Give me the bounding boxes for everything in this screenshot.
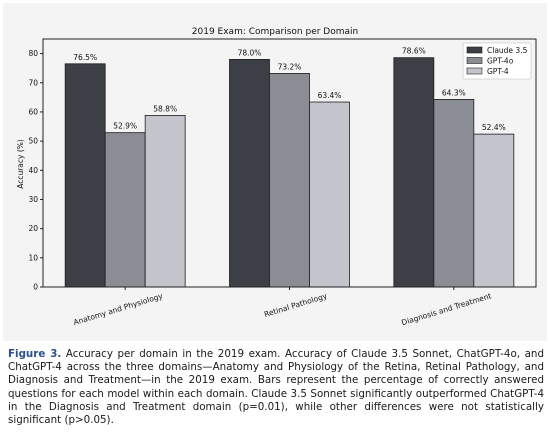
bar-chart: 2019 Exam: Comparison per Domain Accurac…: [16, 27, 537, 327]
y-tick-label: 40: [28, 166, 38, 175]
figure-caption: Figure 3. Accuracy per domain in the 201…: [8, 348, 544, 427]
figure-panel: 2019 Exam: Comparison per Domain Accurac…: [3, 3, 547, 341]
y-tick-label: 60: [28, 107, 38, 116]
bar-gpt-4-0: [144, 115, 186, 288]
y-tick-label: 80: [28, 49, 38, 58]
bar-gpt-4-1: [309, 101, 350, 288]
bar-value-label: 73.2%: [278, 62, 302, 71]
bar-value-label: 78.0%: [238, 48, 262, 57]
bar-claude-3-5-0: [64, 63, 106, 288]
legend-label: Claude 3.5: [487, 46, 528, 55]
legend-swatch: [466, 57, 483, 64]
bar-claude-3-5-1: [229, 59, 270, 288]
bar-gpt-4o-1: [269, 73, 310, 288]
y-tick-label: 50: [28, 137, 38, 146]
legend-swatch: [466, 67, 483, 75]
bar-value-label: 58.8%: [153, 104, 177, 113]
bar-value-label: 64.3%: [442, 88, 466, 97]
chart-title: 2019 Exam: Comparison per Domain: [192, 27, 358, 37]
x-tick-label: Anatomy and Physiology: [72, 291, 164, 327]
bar-value-label: 52.9%: [113, 122, 137, 131]
bar-value-label: 52.4%: [482, 123, 506, 132]
y-tick-label: 10: [28, 253, 38, 262]
bar-gpt-4o-2: [433, 98, 475, 288]
bar-claude-3-5-2: [393, 57, 435, 288]
y-axis-label: Accuracy (%): [16, 139, 25, 189]
legend-label: GPT-4o: [487, 57, 514, 66]
bar-gpt-4-2: [473, 133, 515, 288]
caption-label: Figure 3.: [8, 348, 62, 360]
legend-label: GPT-4: [487, 67, 509, 76]
plot-frame: [42, 38, 537, 288]
y-tick-label: 20: [28, 224, 38, 233]
x-tick-label: Diagnosis and Treatment: [400, 291, 492, 327]
y-tick-label: 30: [28, 195, 38, 204]
bar-value-label: 63.4%: [318, 91, 342, 100]
caption-text: Accuracy per domain in the 2019 exam. Ac…: [8, 348, 544, 427]
bar-gpt-4o-0: [104, 132, 146, 288]
y-tick-label: 70: [28, 78, 38, 87]
y-tick-label: 0: [33, 283, 38, 292]
bar-value-label: 78.6%: [402, 47, 426, 56]
bar-value-label: 76.5%: [73, 53, 97, 62]
x-tick-label: Retinal Pathology: [263, 291, 329, 319]
legend-swatch: [466, 46, 483, 54]
